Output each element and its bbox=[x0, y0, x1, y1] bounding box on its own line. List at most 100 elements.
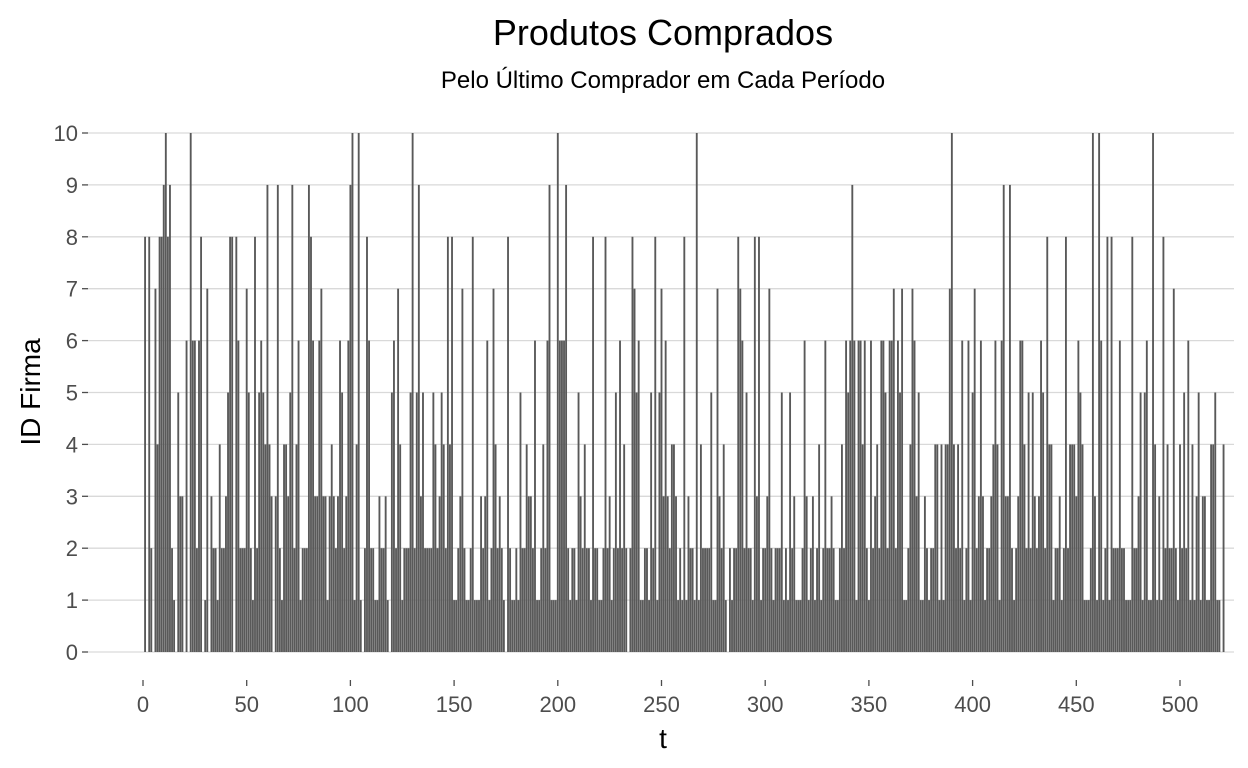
bars bbox=[144, 133, 1225, 653]
bar bbox=[776, 548, 779, 652]
chart-subtitle: Pelo Último Comprador em Cada Período bbox=[441, 67, 885, 94]
bar bbox=[243, 548, 246, 652]
bar bbox=[162, 184, 165, 652]
bar bbox=[281, 600, 283, 652]
bar bbox=[573, 548, 576, 652]
bar bbox=[1187, 340, 1190, 652]
bar bbox=[293, 548, 296, 652]
bar bbox=[982, 496, 984, 652]
bar bbox=[971, 392, 974, 652]
bar bbox=[534, 340, 536, 652]
bar bbox=[305, 548, 308, 652]
bar bbox=[195, 548, 198, 652]
bar bbox=[996, 444, 999, 652]
bar bbox=[1102, 600, 1105, 652]
bar bbox=[834, 600, 837, 652]
x-tick-label: 100 bbox=[332, 692, 369, 717]
bar bbox=[216, 600, 219, 652]
bar bbox=[1056, 548, 1059, 652]
bar bbox=[755, 496, 758, 652]
bar bbox=[254, 236, 256, 653]
bar bbox=[863, 340, 866, 652]
bar bbox=[446, 236, 449, 653]
bar bbox=[936, 444, 939, 652]
bar bbox=[492, 288, 495, 652]
bar bbox=[623, 444, 626, 652]
bar bbox=[874, 496, 877, 652]
bar bbox=[1073, 444, 1076, 652]
bar bbox=[509, 548, 512, 652]
bar bbox=[1150, 600, 1152, 652]
bar bbox=[762, 548, 765, 652]
x-tick-label: 250 bbox=[643, 692, 680, 717]
bar bbox=[160, 236, 163, 653]
y-tick-label: 7 bbox=[66, 277, 78, 302]
bar bbox=[403, 548, 406, 652]
bar bbox=[1100, 340, 1103, 652]
bar bbox=[473, 600, 476, 652]
bar bbox=[563, 340, 565, 652]
bar bbox=[156, 444, 159, 652]
bar bbox=[548, 184, 551, 652]
bar bbox=[1002, 184, 1005, 652]
bar bbox=[461, 288, 464, 652]
bar bbox=[1214, 392, 1217, 652]
bar bbox=[894, 548, 897, 652]
bar bbox=[1181, 548, 1184, 652]
bar bbox=[594, 548, 597, 652]
bar bbox=[363, 548, 366, 652]
bar bbox=[664, 340, 667, 652]
bar bbox=[310, 236, 312, 653]
bar bbox=[258, 392, 261, 652]
bar bbox=[990, 496, 993, 652]
bar bbox=[235, 236, 238, 653]
bar bbox=[654, 236, 657, 653]
bar bbox=[565, 184, 568, 652]
bar bbox=[724, 600, 727, 652]
bar bbox=[278, 548, 281, 652]
bar bbox=[314, 496, 317, 652]
bar bbox=[689, 548, 692, 652]
bar bbox=[459, 496, 462, 652]
bar bbox=[1040, 340, 1042, 652]
bar bbox=[430, 548, 433, 652]
bar bbox=[847, 392, 850, 652]
bar bbox=[283, 444, 285, 652]
bar bbox=[463, 548, 466, 652]
bar bbox=[679, 548, 682, 652]
y-tick-label: 9 bbox=[66, 173, 78, 198]
x-tick-label: 50 bbox=[234, 692, 258, 717]
bar bbox=[1118, 340, 1121, 652]
bar bbox=[758, 236, 760, 653]
x-axis: 0 50 100 150 200 250 300 350 400 450 500 bbox=[137, 680, 1198, 717]
bar bbox=[702, 548, 704, 652]
bar bbox=[693, 600, 696, 652]
y-tick-label: 0 bbox=[66, 640, 78, 665]
bar bbox=[507, 236, 509, 653]
bar bbox=[353, 600, 356, 652]
bar bbox=[743, 548, 746, 652]
bar bbox=[337, 496, 339, 652]
bar bbox=[747, 548, 750, 652]
bar bbox=[1170, 548, 1173, 652]
bar bbox=[1089, 548, 1092, 652]
bar bbox=[442, 444, 445, 652]
bar bbox=[828, 548, 831, 652]
bar bbox=[913, 340, 916, 652]
bar bbox=[811, 496, 814, 652]
bar bbox=[523, 548, 526, 652]
bar bbox=[544, 548, 547, 652]
bar bbox=[511, 600, 514, 652]
bar bbox=[1197, 392, 1200, 652]
bar bbox=[1096, 600, 1098, 652]
bar bbox=[575, 600, 578, 652]
bar bbox=[1156, 600, 1159, 652]
bar bbox=[859, 340, 862, 652]
bar bbox=[1195, 496, 1198, 652]
bar bbox=[301, 548, 304, 652]
bar bbox=[766, 496, 769, 652]
bar bbox=[643, 548, 646, 652]
bar bbox=[554, 600, 557, 652]
bar bbox=[380, 548, 383, 652]
bar bbox=[1147, 600, 1150, 652]
